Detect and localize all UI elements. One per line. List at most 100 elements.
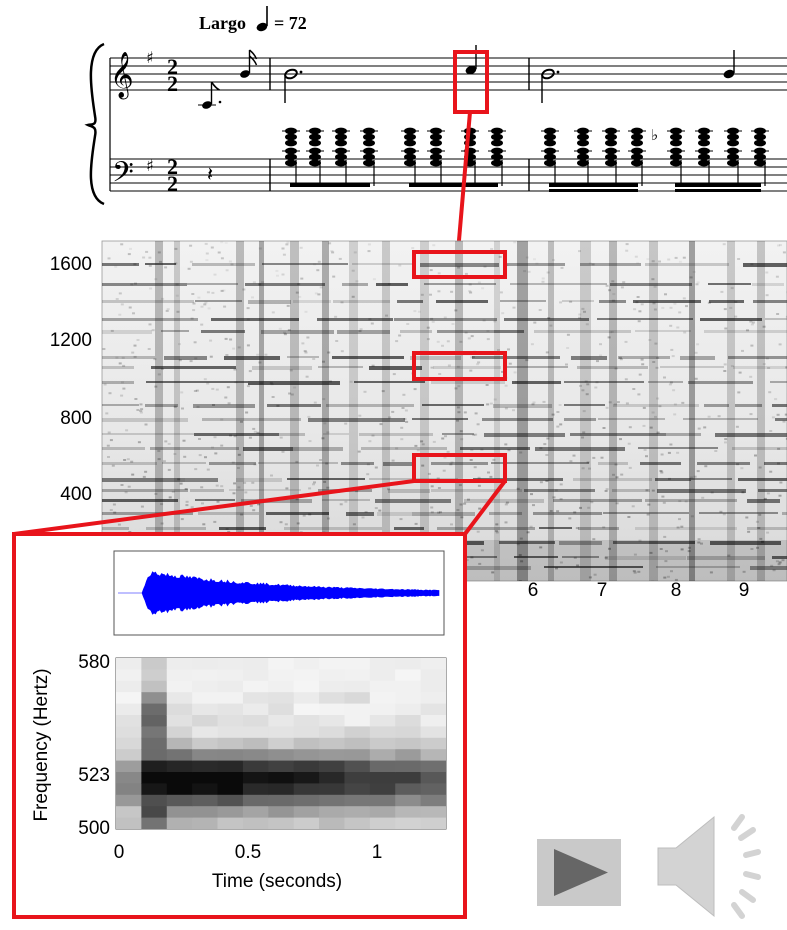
spectrogram-y-tick: 1600	[50, 254, 92, 275]
noise-speck	[535, 263, 538, 265]
harmonic-line	[243, 447, 293, 451]
noise-speck	[234, 369, 237, 371]
spectrogram-cell	[344, 658, 370, 670]
harmonic-line	[150, 447, 239, 450]
noise-speck	[173, 453, 176, 455]
noise-speck	[526, 257, 529, 259]
noise-speck	[270, 382, 273, 384]
noise-speck	[656, 367, 659, 369]
noise-speck	[417, 449, 420, 451]
noise-speck	[678, 311, 681, 313]
spectrogram-cell	[116, 669, 142, 681]
noise-speck	[609, 331, 612, 333]
harmonic-line	[187, 283, 238, 285]
noise-speck	[252, 509, 255, 511]
noise-speck	[382, 390, 385, 392]
noise-speck	[163, 460, 166, 462]
noise-speck	[433, 441, 436, 443]
noise-speck	[494, 399, 497, 401]
noise-speck	[508, 449, 511, 451]
spectrogram-cell	[116, 704, 142, 716]
noise-speck	[316, 269, 319, 271]
noise-speck	[300, 278, 303, 280]
noise-speck	[477, 423, 480, 425]
harmonic-line	[442, 433, 474, 435]
noise-speck	[661, 454, 664, 456]
noise-speck	[617, 401, 620, 403]
noise-speck	[661, 307, 664, 309]
noise-speck	[341, 350, 344, 352]
harmonic-line	[666, 433, 701, 436]
spectrogram-cell	[268, 772, 294, 784]
noise-speck	[470, 356, 473, 358]
harmonic-line	[464, 499, 544, 503]
noise-speck	[225, 354, 228, 356]
noise-speck	[185, 504, 188, 506]
time-signature-bottom: 2	[167, 171, 178, 196]
noise-speck	[398, 335, 401, 337]
play-button[interactable]	[537, 839, 621, 906]
noise-speck	[132, 312, 135, 314]
rest-icon: 𝄽	[207, 162, 213, 186]
harmonic-line	[202, 418, 301, 421]
noise-speck	[451, 462, 454, 464]
noise-speck	[285, 487, 288, 489]
noise-speck	[477, 361, 480, 363]
spectrogram-cell	[395, 726, 421, 738]
noise-speck	[437, 341, 440, 343]
noise-speck	[447, 451, 450, 453]
noise-speck	[122, 365, 125, 367]
noise-speck	[627, 516, 630, 518]
noise-speck	[366, 473, 369, 475]
noise-speck	[206, 253, 209, 255]
chord-note-head	[491, 160, 503, 167]
harmonic-line	[400, 330, 432, 333]
noise-speck	[145, 424, 148, 426]
harmonic-line	[287, 356, 319, 358]
noise-speck	[622, 281, 625, 283]
noise-speck	[420, 440, 423, 442]
noise-speck	[678, 500, 681, 502]
noise-speck	[428, 473, 431, 475]
harmonic-line	[359, 433, 433, 436]
noise-speck	[373, 278, 376, 280]
spectrogram-cell	[344, 749, 370, 761]
harmonic-line	[738, 478, 787, 481]
noise-speck	[368, 318, 371, 320]
spectrogram-cell	[294, 795, 320, 807]
harmonic-line	[493, 404, 552, 408]
speaker-button[interactable]	[650, 810, 772, 925]
noise-speck	[583, 311, 586, 313]
noise-speck	[693, 271, 696, 273]
noise-speck	[546, 438, 549, 440]
noise-speck	[114, 266, 117, 268]
noise-speck	[129, 248, 132, 250]
noise-speck	[181, 518, 184, 520]
harmonic-line	[709, 300, 744, 303]
noise-speck	[559, 423, 562, 425]
tempo-label: Largo	[199, 13, 246, 33]
chord-note-head	[698, 160, 710, 167]
noise-speck	[740, 467, 743, 469]
noise-speck	[130, 461, 133, 463]
noise-speck	[305, 311, 308, 313]
noise-speck	[313, 263, 316, 265]
noise-speck	[525, 359, 528, 361]
spectrogram-cell	[192, 772, 218, 784]
noise-speck	[443, 470, 446, 472]
noise-speck	[543, 401, 546, 403]
noise-speck	[592, 538, 595, 540]
harmonic-line	[261, 330, 334, 334]
inset-x-tick: 0	[114, 842, 125, 863]
noise-speck	[218, 252, 221, 254]
noise-speck	[736, 426, 739, 428]
noise-speck	[134, 345, 137, 347]
harmonic-line	[775, 418, 787, 421]
sharp-icon: ♯	[146, 48, 154, 67]
noise-speck	[626, 402, 629, 404]
noise-speck	[599, 355, 602, 357]
noise-speck	[172, 491, 175, 493]
noise-speck	[481, 287, 484, 289]
noise-speck	[507, 348, 510, 350]
noise-speck	[104, 384, 107, 386]
